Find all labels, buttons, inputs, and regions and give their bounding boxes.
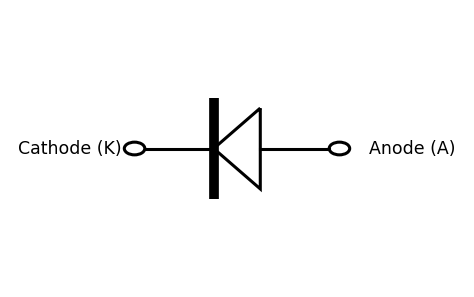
Text: Cathode (K): Cathode (K)	[18, 140, 122, 157]
Text: Anode (A): Anode (A)	[369, 140, 456, 157]
